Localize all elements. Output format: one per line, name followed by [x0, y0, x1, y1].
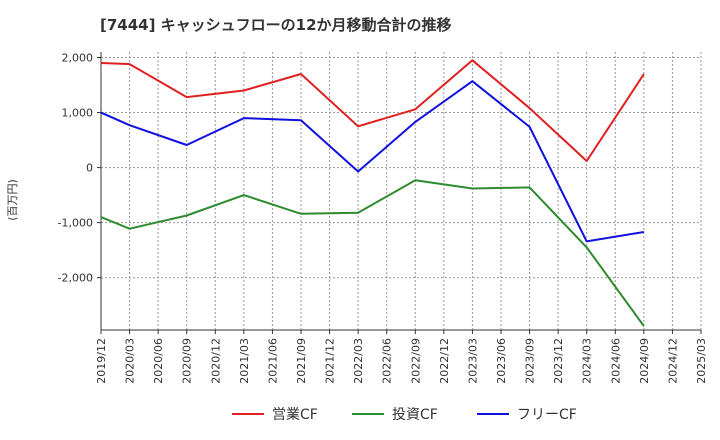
x-tick-label: 2023/12 [552, 338, 565, 384]
y-tick-label: -2,000 [58, 272, 93, 285]
x-tick-label: 2020/03 [124, 338, 137, 384]
x-tick-label: 2024/06 [609, 338, 622, 384]
x-tick-label: 2022/03 [352, 338, 365, 384]
y-tick-label: -1,000 [58, 217, 93, 230]
x-tick-label: 2020/09 [181, 338, 194, 384]
legend-label-1: 営業CF [272, 407, 318, 423]
x-tick-label: 2023/09 [524, 338, 537, 384]
plot-area [101, 52, 701, 330]
x-tick-label: 2021/06 [266, 338, 279, 384]
series-line-2 [100, 179, 645, 327]
x-tick-label: 2024/12 [666, 338, 679, 384]
x-tick-label: 2020/12 [209, 338, 222, 384]
chart-title: [7444] キャッシュフローの12か月移動合計の推移 [100, 16, 452, 34]
x-tick-label: 2024/03 [581, 338, 594, 384]
x-tick-label: 2022/06 [381, 338, 394, 384]
x-tick-label: 2019/12 [95, 338, 108, 384]
legend-label-3: フリーCF [517, 407, 577, 423]
series-line-1 [100, 59, 645, 162]
y-tick-label: 1,000 [62, 107, 94, 120]
y-tick-label: 0 [86, 162, 93, 175]
x-tick-label: 2021/12 [324, 338, 337, 384]
y-tick-label: 2,000 [62, 52, 94, 65]
x-tick-label: 2025/03 [695, 338, 708, 384]
x-tick-label: 2021/09 [295, 338, 308, 384]
x-tick-label: 2021/03 [238, 338, 251, 384]
x-tick-label: 2022/09 [409, 338, 422, 384]
x-tick-label: 2022/12 [438, 338, 451, 384]
series-line-3 [100, 80, 645, 243]
x-tick-label: 2023/03 [466, 338, 479, 384]
x-tick-label: 2024/09 [638, 338, 651, 384]
y-axis-title: (百万円) [6, 179, 19, 221]
x-tick-label: 2023/06 [495, 338, 508, 384]
legend-label-2: 投資CF [392, 407, 438, 423]
x-tick-label: 2020/06 [152, 338, 165, 384]
